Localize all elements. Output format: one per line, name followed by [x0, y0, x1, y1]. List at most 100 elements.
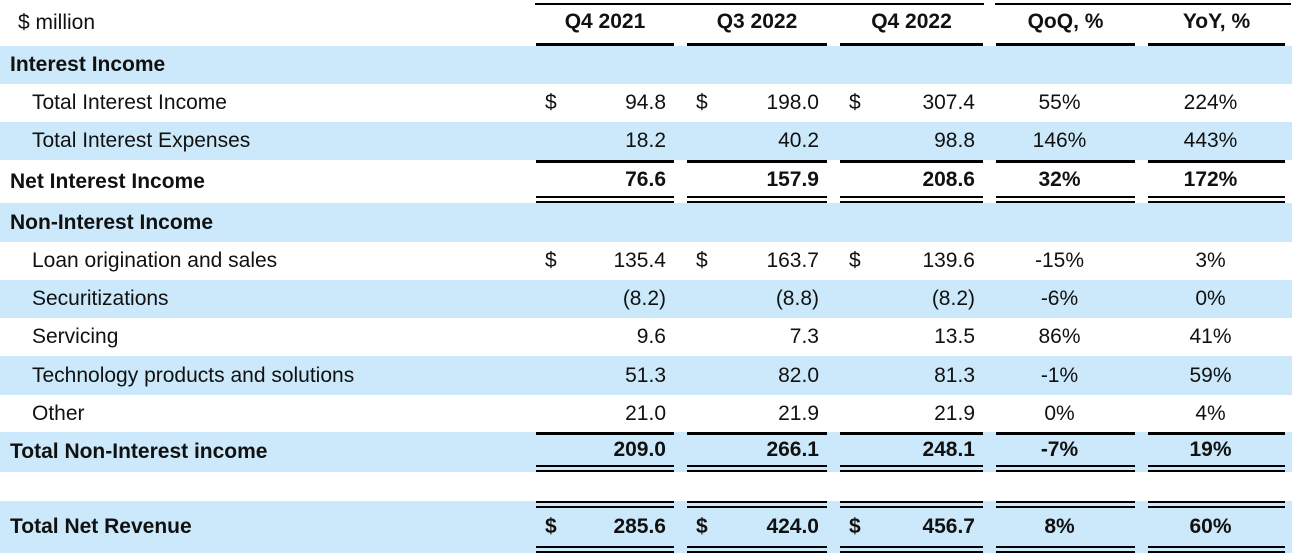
value-qoq: -15% [990, 242, 1142, 280]
cell-inner: YoY, % [1148, 0, 1285, 46]
value-q4-2022: (8.2) [834, 280, 990, 318]
cell-inner: 21.9 [778, 401, 819, 425]
cell-inner: $139.6 [849, 249, 975, 272]
empty-cell [990, 203, 1142, 242]
value-q3-2022: 266.1 [681, 432, 834, 472]
cell-inner: $135.4 [545, 249, 666, 272]
value-q4-2021: 9.6 [530, 318, 681, 356]
row-label: Total Interest Income [32, 91, 227, 114]
cell-inner: 146% [1032, 129, 1087, 152]
cell-inner: -1% [1040, 363, 1079, 387]
value-q4-2022: 208.6 [834, 160, 990, 203]
value-qoq: 8% [990, 501, 1142, 553]
cell-inner: 208.6 [840, 160, 983, 203]
cell-inner: QoQ, % [996, 0, 1135, 46]
cell-inner: 21.0 [625, 401, 666, 425]
value-qoq: 146% [990, 122, 1142, 160]
cell-inner: 224% [1183, 91, 1238, 114]
table-row-other: Other 21.0 21.9 21.9 0% 4% [0, 395, 1292, 432]
value-q4-2022: 21.9 [834, 395, 990, 432]
empty-cell [530, 46, 681, 84]
value-qoq: 55% [990, 84, 1142, 122]
row-label: Net Interest Income [10, 169, 205, 193]
cell-inner: 76.6 [536, 160, 674, 203]
row-label: Technology products and solutions [32, 363, 355, 387]
value-qoq: -1% [990, 356, 1142, 395]
cell-inner: -7% [996, 432, 1135, 472]
column-header-yoy: YoY, % [1142, 0, 1292, 46]
cell-inner: (8.2) [931, 287, 975, 310]
cell-inner: 32% [996, 160, 1135, 203]
header-row: $ million Q4 2021 Q3 2022 Q4 2022 QoQ, %… [0, 0, 1292, 46]
cell-inner: 19% [1148, 432, 1285, 472]
cell-inner: -6% [1040, 287, 1079, 310]
value-q3-2022: 157.9 [681, 160, 834, 203]
value-qoq: 0% [990, 395, 1142, 432]
cell-inner: 443% [1183, 129, 1238, 152]
cell-inner: 7.3 [789, 325, 819, 348]
value-yoy: 3% [1142, 242, 1292, 280]
row-label: Interest Income [10, 53, 166, 76]
value-q4-2022: 13.5 [834, 318, 990, 356]
header-top-rule [995, 3, 1291, 5]
table-row-securitizations: Securitizations (8.2) (8.8) (8.2) -6% 0% [0, 280, 1292, 318]
section-row-interest-income: Interest Income [0, 46, 1292, 84]
cell-inner: 4% [1195, 401, 1226, 425]
value-q4-2022: $139.6 [834, 242, 990, 280]
cell-inner: 60% [1148, 501, 1285, 553]
table-row-total-interest-expenses: Total Interest Expenses 18.2 40.2 98.8 1… [0, 122, 1292, 160]
cell-inner: 59% [1189, 363, 1232, 387]
cell-inner: 98.8 [934, 129, 975, 152]
cell-inner: 0% [1044, 401, 1075, 425]
row-label: Total Net Revenue [10, 515, 192, 538]
dollar-sign: $ [849, 515, 861, 538]
value-q4-2021: $135.4 [530, 242, 681, 280]
value-yoy: 172% [1142, 160, 1292, 203]
cell-inner: 21.9 [934, 401, 975, 425]
row-label: Servicing [32, 325, 119, 348]
column-header-qoq: QoQ, % [990, 0, 1142, 46]
value-q3-2022: $424.0 [681, 501, 834, 553]
cell-inner: 8% [996, 501, 1135, 553]
cell-inner: 51.3 [625, 363, 666, 387]
cell-inner: 248.1 [840, 432, 983, 472]
empty-cell [681, 203, 834, 242]
value-qoq: 32% [990, 160, 1142, 203]
cell-inner: 18.2 [625, 129, 666, 152]
value-qoq: -7% [990, 432, 1142, 472]
value-q4-2022: 98.8 [834, 122, 990, 160]
cell-inner: $285.6 [536, 501, 674, 553]
cell-inner: $163.7 [696, 249, 819, 272]
value-q4-2021: $285.6 [530, 501, 681, 553]
cell-inner: 82.0 [778, 363, 819, 387]
dollar-sign: $ [545, 249, 557, 272]
value-q4-2021: 51.3 [530, 356, 681, 395]
empty-cell [834, 203, 990, 242]
column-header-q3-2022: Q3 2022 [681, 0, 834, 46]
cell-inner: $424.0 [687, 501, 827, 553]
cell-inner: 41% [1189, 325, 1232, 348]
empty-cell [1142, 203, 1292, 242]
dollar-sign: $ [545, 91, 557, 114]
table-row-total-interest-income: Total Interest Income $94.8 $198.0 $307.… [0, 84, 1292, 122]
row-label: Total Interest Expenses [32, 129, 251, 152]
value-q4-2021: 76.6 [530, 160, 681, 203]
cell-inner: 266.1 [687, 432, 827, 472]
empty-cell [834, 46, 990, 84]
dollar-sign: $ [696, 515, 708, 538]
empty-cell [530, 203, 681, 242]
cell-inner: Q3 2022 [687, 0, 827, 46]
value-q4-2022: 81.3 [834, 356, 990, 395]
row-label: Other [32, 401, 85, 425]
table-row-total-non-interest-income: Total Non-Interest income 209.0 266.1 24… [0, 432, 1292, 472]
cell-inner: Q4 2022 [840, 0, 983, 46]
cell-inner: 81.3 [934, 363, 975, 387]
value-q3-2022: (8.8) [681, 280, 834, 318]
value-q4-2022: $456.7 [834, 501, 990, 553]
cell-inner: 0% [1195, 287, 1226, 310]
value-qoq: 86% [990, 318, 1142, 356]
dollar-sign: $ [545, 515, 557, 538]
cell-inner: $456.7 [840, 501, 983, 553]
dollar-sign: $ [696, 249, 708, 272]
